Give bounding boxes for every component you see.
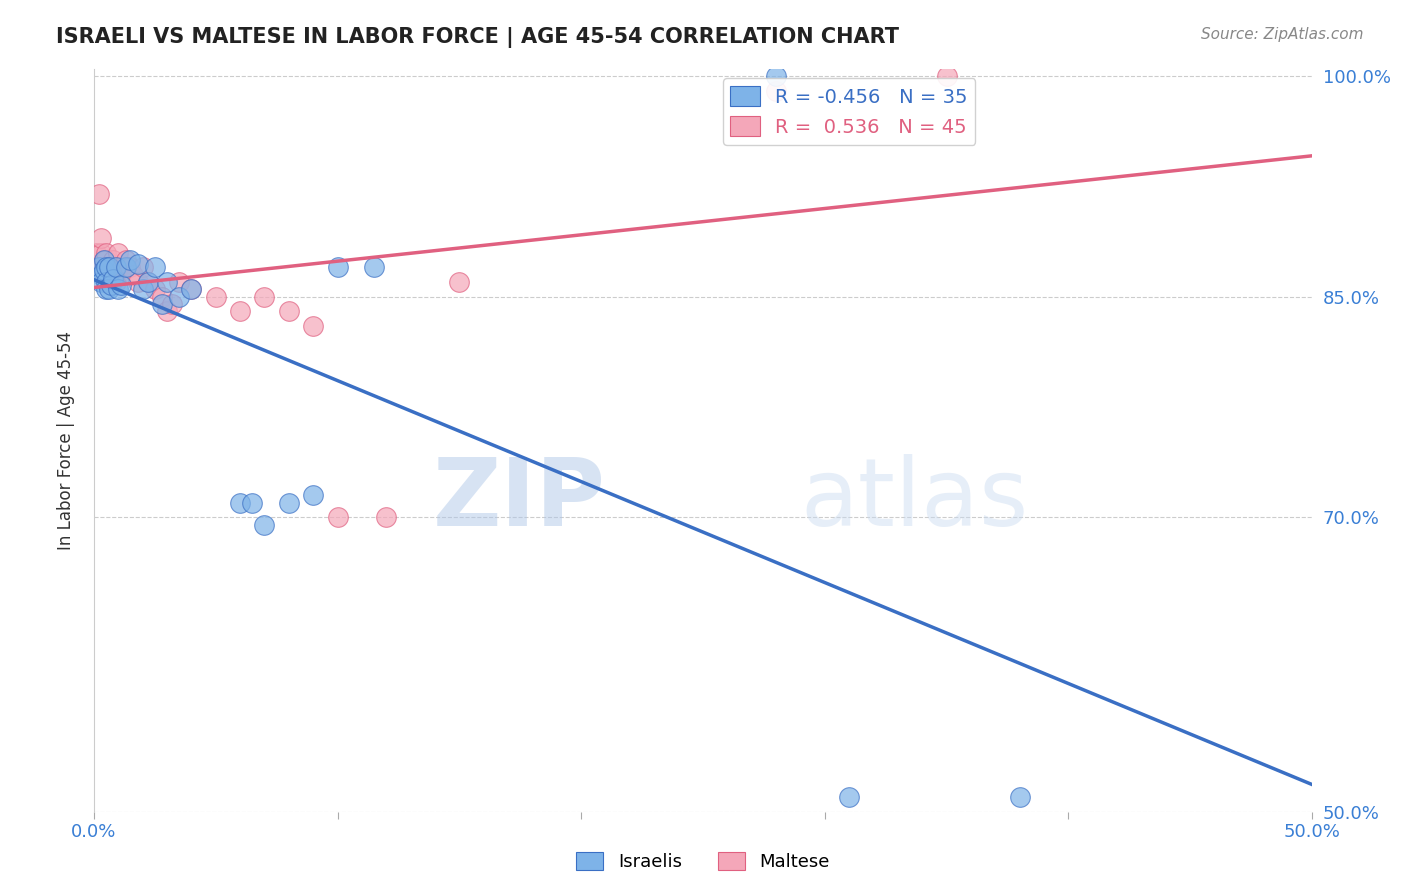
Point — [87, 186, 110, 201]
Point — [131, 260, 153, 275]
Point — [180, 282, 202, 296]
Point — [229, 304, 252, 318]
Point — [93, 252, 115, 267]
Point — [935, 69, 957, 83]
Point — [104, 275, 127, 289]
Point — [107, 245, 129, 260]
Point — [97, 268, 120, 282]
Point — [103, 268, 125, 282]
Point — [90, 275, 112, 289]
Point — [167, 290, 190, 304]
Point — [94, 275, 117, 289]
Point — [114, 252, 136, 267]
Point — [90, 260, 112, 275]
Point — [253, 517, 276, 532]
Point — [94, 282, 117, 296]
Point — [302, 319, 325, 334]
Point — [326, 260, 349, 275]
Point — [277, 304, 299, 318]
Point — [114, 260, 136, 275]
Point — [90, 231, 112, 245]
Point — [90, 245, 112, 260]
Point — [104, 260, 127, 275]
Point — [86, 245, 108, 260]
Text: ZIP: ZIP — [433, 453, 606, 546]
Point — [363, 260, 385, 275]
Point — [107, 260, 129, 275]
Point — [122, 268, 145, 282]
Point — [150, 297, 173, 311]
Point — [110, 268, 132, 282]
Point — [100, 275, 122, 289]
Point — [150, 290, 173, 304]
Point — [136, 275, 159, 289]
Point — [204, 290, 226, 304]
Point — [94, 260, 117, 275]
Text: ISRAELI VS MALTESE IN LABOR FORCE | AGE 45-54 CORRELATION CHART: ISRAELI VS MALTESE IN LABOR FORCE | AGE … — [56, 27, 900, 48]
Point — [229, 495, 252, 509]
Point — [449, 275, 471, 289]
Point — [838, 789, 860, 804]
Point — [97, 282, 120, 296]
Point — [375, 510, 398, 524]
Point — [112, 260, 135, 275]
Point — [90, 268, 112, 282]
Point — [97, 260, 120, 275]
Point — [127, 275, 149, 289]
Point — [100, 260, 122, 275]
Point — [253, 290, 276, 304]
Text: Source: ZipAtlas.com: Source: ZipAtlas.com — [1201, 27, 1364, 42]
Y-axis label: In Labor Force | Age 45-54: In Labor Force | Age 45-54 — [58, 331, 75, 549]
Point — [240, 495, 263, 509]
Point — [160, 297, 183, 311]
Point — [87, 260, 110, 275]
Text: atlas: atlas — [800, 453, 1029, 546]
Point — [93, 268, 115, 282]
Point — [97, 260, 120, 275]
Legend: Israelis, Maltese: Israelis, Maltese — [569, 845, 837, 879]
Point — [302, 488, 325, 502]
Point — [156, 275, 179, 289]
Point — [120, 260, 142, 275]
Point — [143, 282, 166, 296]
Point — [120, 252, 142, 267]
Point — [107, 282, 129, 296]
Point — [93, 252, 115, 267]
Point — [156, 304, 179, 318]
Point — [93, 263, 115, 277]
Legend: R = -0.456   N = 35, R =  0.536   N = 45: R = -0.456 N = 35, R = 0.536 N = 45 — [723, 78, 976, 145]
Point — [765, 69, 787, 83]
Point — [167, 275, 190, 289]
Point — [94, 275, 117, 289]
Point — [326, 510, 349, 524]
Point — [127, 257, 149, 271]
Point — [136, 275, 159, 289]
Point — [87, 260, 110, 275]
Point — [103, 252, 125, 267]
Point — [180, 282, 202, 296]
Point — [94, 245, 117, 260]
Point — [94, 252, 117, 267]
Point — [103, 272, 125, 286]
Point — [277, 495, 299, 509]
Point — [765, 84, 787, 98]
Point — [1008, 789, 1031, 804]
Point — [94, 260, 117, 275]
Point — [131, 282, 153, 296]
Point — [143, 260, 166, 275]
Point — [100, 277, 122, 292]
Point — [110, 277, 132, 292]
